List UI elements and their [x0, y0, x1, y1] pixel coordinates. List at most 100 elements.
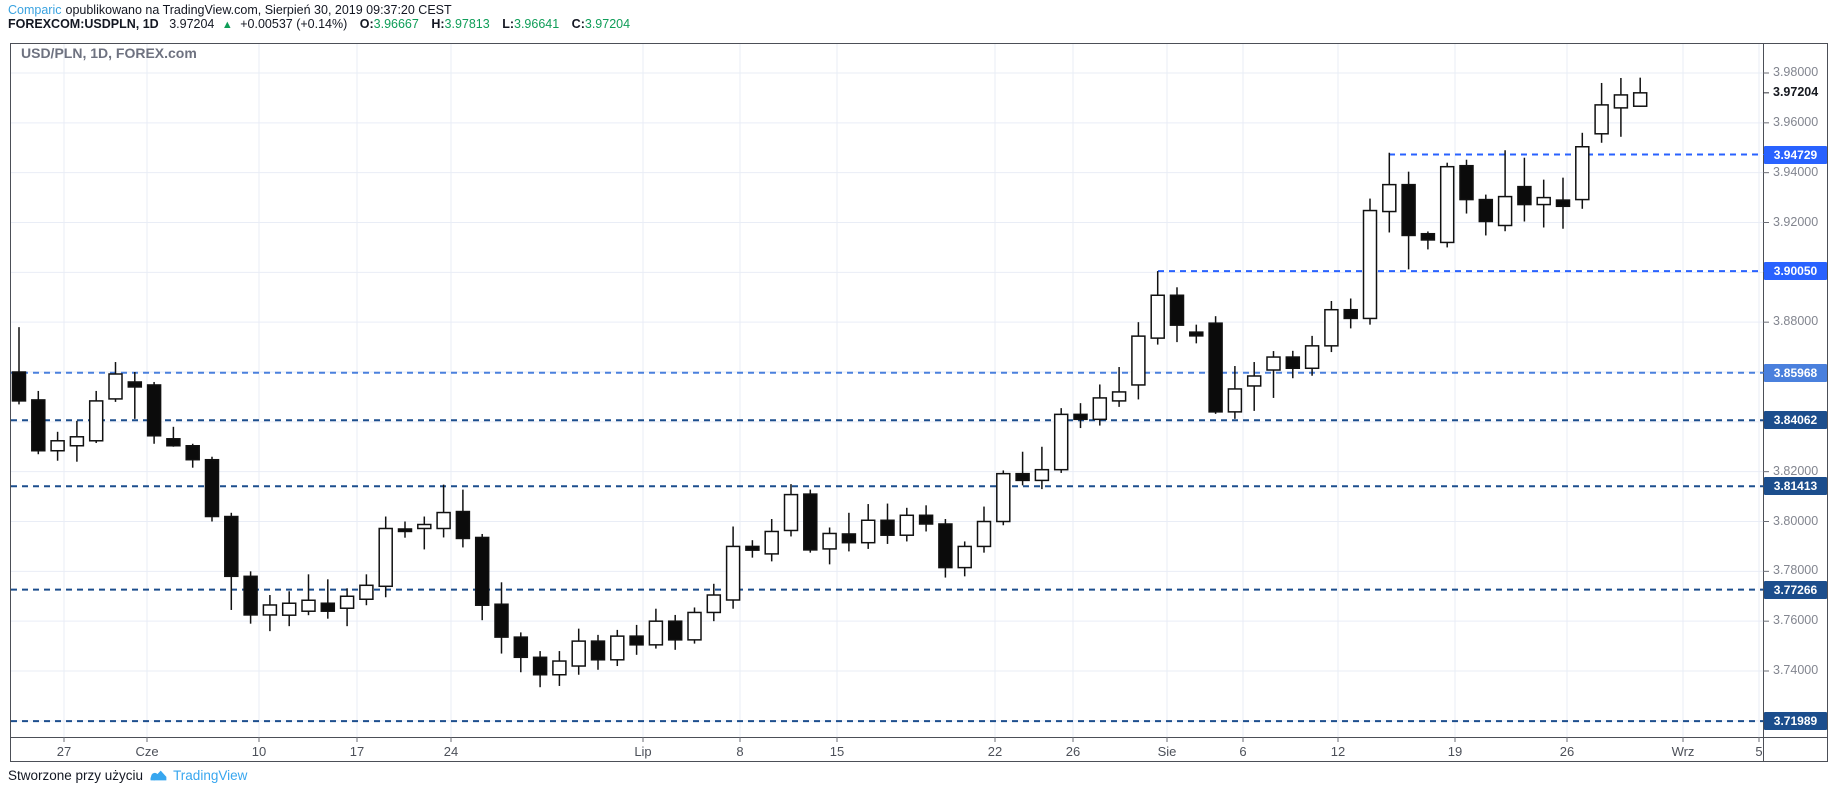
- candle-up: [301, 599, 316, 612]
- candle-up: [436, 511, 451, 530]
- candle-up: [1613, 94, 1629, 109]
- price-tick-label: 3.88000: [1773, 314, 1819, 329]
- date-label: 26: [1559, 744, 1575, 759]
- level-price-badge: 3.85968: [1764, 363, 1827, 382]
- candle-up: [1131, 335, 1146, 386]
- candle-down: [745, 545, 760, 551]
- candle-up: [1150, 294, 1165, 339]
- candle-down: [31, 399, 46, 452]
- date-label: 22: [987, 744, 1003, 759]
- candle-up: [281, 602, 297, 616]
- high-label: H:: [431, 17, 445, 31]
- candle-up: [610, 635, 625, 661]
- candle-up: [1632, 92, 1648, 107]
- candle-up: [860, 519, 876, 544]
- candle-down: [1555, 199, 1571, 208]
- price-tick-label: 3.96000: [1773, 114, 1819, 129]
- candle-up: [1362, 209, 1378, 320]
- price-change: +0.00537 (+0.14%): [240, 17, 348, 31]
- date-label: Lip: [634, 744, 652, 759]
- publish-info-line: Comparic opublikowano na TradingView.com,…: [8, 3, 452, 17]
- date-label: Wrz: [1671, 744, 1695, 759]
- price-tick-label: 3.80000: [1773, 513, 1819, 528]
- date-label: 6: [1239, 744, 1247, 759]
- close-label: C:: [571, 17, 585, 31]
- candle-up: [1227, 388, 1243, 413]
- candle-down: [803, 493, 818, 551]
- open-label: O:: [359, 17, 374, 31]
- price-tick-label: 3.74000: [1773, 663, 1819, 677]
- date-label: 19: [1447, 744, 1463, 759]
- last-price-label: 3.97204: [1773, 84, 1819, 99]
- date-label: 26: [1065, 744, 1081, 759]
- date-label: 17: [349, 744, 365, 759]
- candle-down: [204, 458, 220, 518]
- candle-up: [108, 373, 123, 400]
- candle-down: [1420, 232, 1436, 241]
- candle-up: [706, 594, 722, 614]
- tradingview-link[interactable]: TradingView: [149, 768, 247, 783]
- candle-up: [1536, 196, 1551, 206]
- candle-up: [1594, 104, 1609, 135]
- level-lines: [11, 153, 1763, 723]
- candle-up: [1382, 183, 1397, 213]
- price-tick-label: 3.76000: [1773, 613, 1819, 628]
- low-label: L:: [502, 17, 514, 31]
- grid-lines: [11, 44, 1763, 737]
- candle-up: [69, 436, 85, 447]
- candle-down: [1343, 308, 1358, 320]
- candle-down: [1478, 198, 1494, 223]
- candle-down: [629, 635, 644, 646]
- chart-frame: [10, 43, 1828, 762]
- date-label: 27: [56, 744, 72, 759]
- candle-up: [648, 620, 664, 646]
- candle-up: [1324, 308, 1339, 347]
- candle-up: [1575, 146, 1590, 201]
- axis-ticks: [63, 72, 1769, 742]
- date-label: Cze: [135, 744, 159, 759]
- candle-down: [1208, 322, 1223, 413]
- candle-down: [1401, 183, 1416, 237]
- candle-up: [764, 530, 779, 555]
- date-label: Sie: [1157, 744, 1177, 759]
- tradingview-logo-icon: [150, 770, 167, 781]
- candle-down: [166, 438, 181, 447]
- candle-down: [1285, 356, 1301, 370]
- candle-down: [590, 640, 606, 661]
- candle-up: [339, 595, 355, 609]
- candle-down: [243, 575, 258, 616]
- up-arrow-icon: ▲: [221, 19, 233, 31]
- candle-down: [532, 656, 548, 676]
- date-label: 8: [736, 744, 744, 759]
- candle-up: [976, 520, 992, 548]
- candle-up: [1111, 391, 1127, 402]
- level-price-badge: 3.77266: [1764, 580, 1827, 599]
- candle-up: [378, 527, 393, 588]
- candle-up: [1034, 468, 1050, 482]
- candle-up: [417, 523, 432, 530]
- date-label: 12: [1330, 744, 1346, 759]
- candle-down: [918, 514, 934, 525]
- candle-up: [571, 640, 586, 667]
- candle-up: [359, 584, 374, 600]
- level-price-badge: 3.71989: [1764, 712, 1827, 731]
- candle-up: [725, 545, 741, 601]
- candle-up: [552, 660, 567, 676]
- candles-group: [11, 77, 1648, 688]
- candle-up: [996, 472, 1011, 523]
- publish-text: opublikowano na TradingView.com, Sierpie…: [65, 3, 452, 17]
- level-price-badge: 3.81413: [1764, 477, 1827, 496]
- candle-down: [1073, 413, 1088, 421]
- candle-up: [687, 611, 702, 641]
- attribution-bar: Stworzone przy użyciu TradingView: [8, 768, 247, 783]
- candle-down: [320, 602, 336, 612]
- candle-up: [899, 514, 915, 536]
- price-tick-label: 3.98000: [1773, 65, 1819, 79]
- level-price-badge: 3.94729: [1764, 145, 1827, 164]
- date-label: 5: [1755, 744, 1763, 759]
- level-price-badge: 3.84062: [1764, 411, 1827, 430]
- candle-down: [513, 636, 529, 659]
- candle-down: [1169, 294, 1185, 326]
- candle-down: [1015, 472, 1030, 482]
